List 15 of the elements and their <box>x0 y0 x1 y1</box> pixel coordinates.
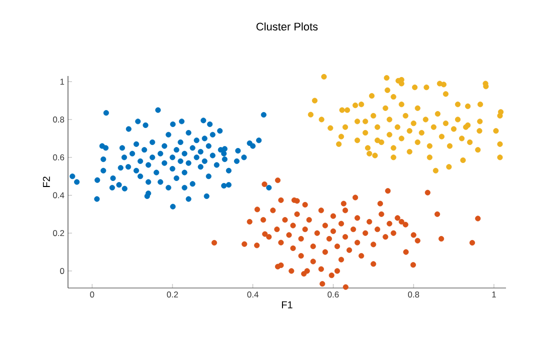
y-axis-title: F2 <box>42 176 50 187</box>
x-tick-label: 0.6 <box>328 292 339 298</box>
y-tick-label: 0.8 <box>53 116 64 123</box>
chart-title: Cluster Plots <box>256 22 318 30</box>
x-tick-label: 0.2 <box>166 292 178 298</box>
x-tick-label: 0.8 <box>408 292 420 298</box>
x-axis-title: F1 <box>282 301 292 308</box>
y-tick-label: 1 <box>60 78 64 85</box>
x-tick-label: 1 <box>492 292 496 298</box>
y-tick-label: 0.6 <box>53 154 64 160</box>
y-tick-label: 0 <box>60 268 64 274</box>
y-tick-label: 0.2 <box>53 230 64 236</box>
x-tick-label: 0.4 <box>247 292 258 298</box>
x-tick-label: 0 <box>90 292 94 298</box>
y-tick-label: 0.4 <box>53 192 64 198</box>
